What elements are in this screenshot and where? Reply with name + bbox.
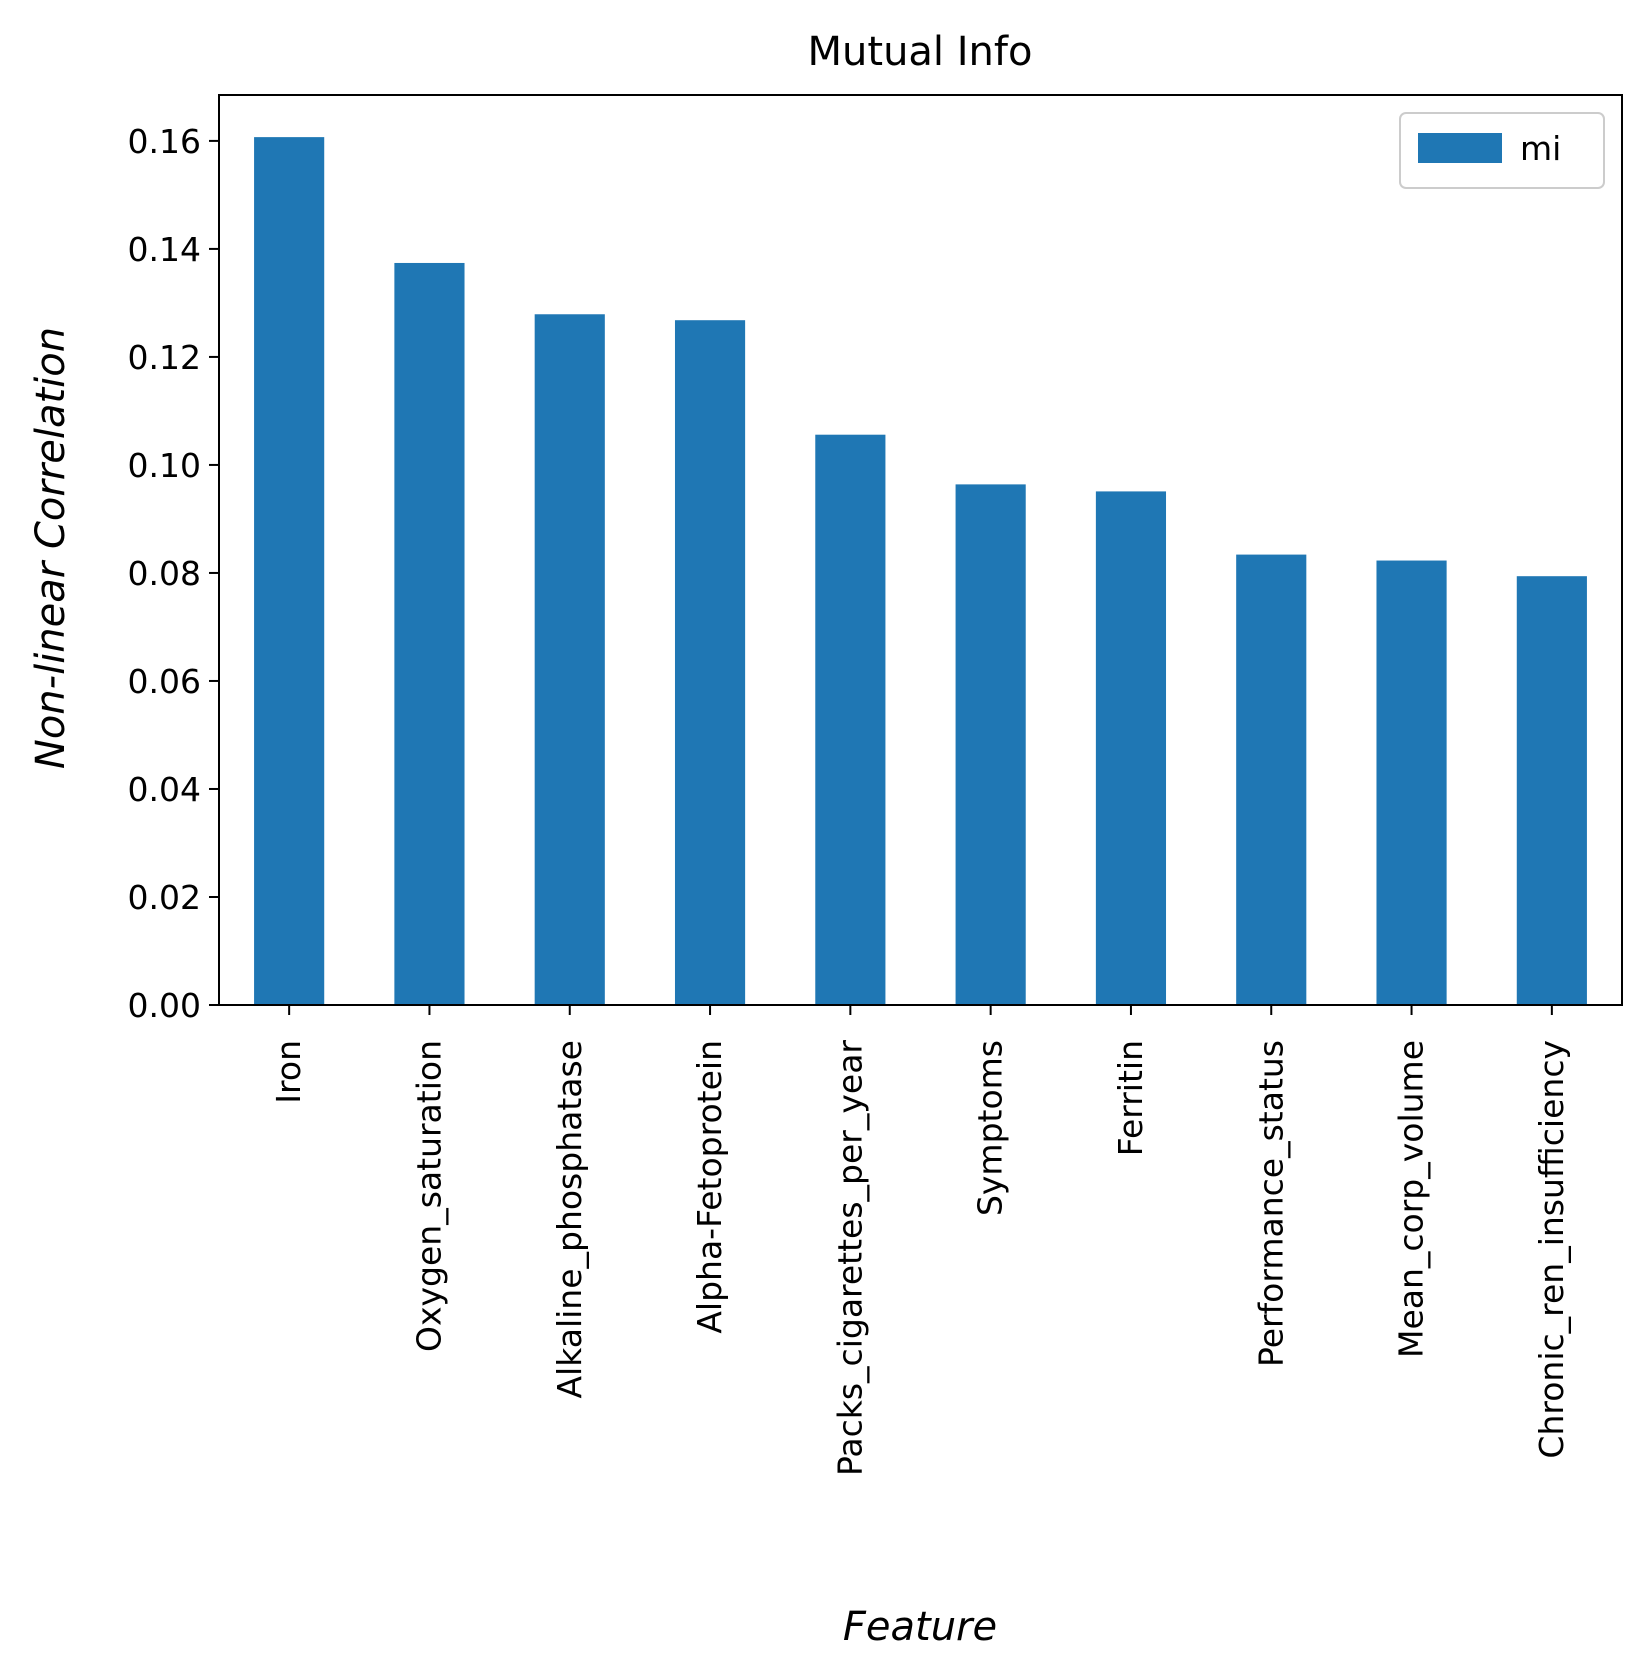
x-tick-label-7: Performance_status	[1251, 1040, 1290, 1367]
plot-frame	[218, 94, 1623, 1006]
legend-label: mi	[1520, 129, 1561, 168]
bar-9	[1516, 576, 1587, 1005]
legend: mi	[1399, 112, 1605, 189]
x-tick-label-3: Alpha-Fetoprotein	[690, 1040, 729, 1334]
y-tick-label-7: 0.14	[128, 230, 201, 269]
y-tick-label-1: 0.02	[128, 878, 201, 917]
y-tick-label-4: 0.08	[128, 554, 201, 593]
plot-area	[254, 137, 1587, 1006]
x-tick-label-9: Chronic_ren_insufficiency	[1532, 1040, 1571, 1459]
bar-5	[955, 484, 1026, 1005]
y-tick-label-0: 0.00	[128, 986, 201, 1025]
x-tick-label-4: Packs_cigarettes_per_year	[830, 1040, 869, 1476]
x-tick-label-6: Ferritin	[1111, 1040, 1150, 1156]
x-tick-label-0: Iron	[269, 1040, 308, 1104]
y-tick-label-8: 0.16	[128, 122, 201, 161]
legend-swatch	[1418, 133, 1502, 163]
bar-0	[254, 137, 325, 1005]
y-axis-label: Non-linear Correlation	[28, 327, 74, 769]
bar-1	[394, 262, 465, 1005]
x-tick-label-5: Symptoms	[971, 1040, 1010, 1216]
bar-2	[534, 314, 605, 1005]
y-tick-label-5: 0.10	[128, 446, 201, 485]
x-tick-label-2: Alkaline_phosphatase	[550, 1040, 589, 1399]
y-tick-label-3: 0.06	[128, 662, 201, 701]
x-axis-label: Feature	[843, 1604, 997, 1650]
y-tick-label-2: 0.04	[128, 770, 201, 809]
y-axis: 0.00 0.02 0.04 0.06 0.08 0.10 0.12 0.14 0.16	[128, 122, 219, 1025]
bar-8	[1376, 560, 1447, 1005]
y-tick-label-6: 0.12	[128, 338, 201, 377]
chart-title: Mutual Info	[808, 29, 1033, 75]
x-tick-label-8: Mean_corp_volume	[1392, 1040, 1431, 1358]
bar-6	[1095, 491, 1167, 1005]
bar-4	[815, 434, 886, 1005]
bar-3	[674, 320, 746, 1006]
bar-7	[1236, 554, 1307, 1005]
x-axis: Iron Oxygen_saturation Alkaline_phosphatas…	[269, 1005, 1571, 1476]
x-tick-label-1: Oxygen_saturation	[409, 1040, 448, 1352]
